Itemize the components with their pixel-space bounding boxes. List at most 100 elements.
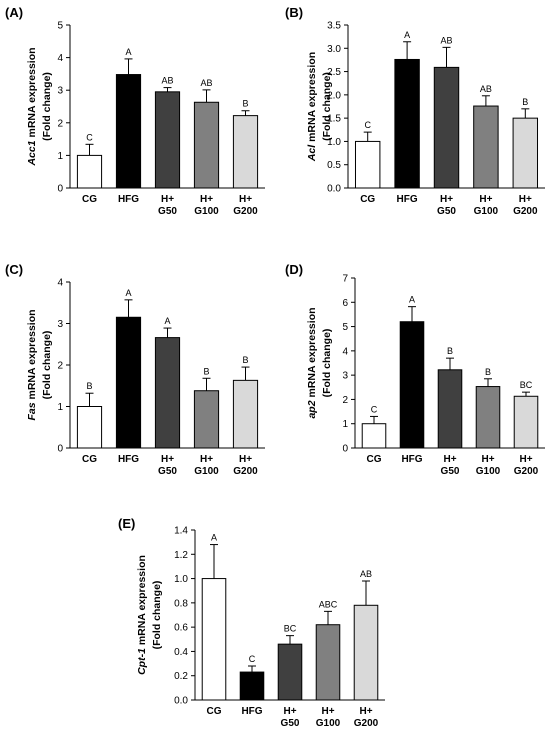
x-category-label: G50	[441, 466, 460, 477]
bar	[394, 58, 420, 189]
bar	[193, 390, 220, 449]
x-category-label: G100	[194, 466, 219, 477]
bar	[353, 604, 379, 701]
bar	[76, 406, 103, 449]
significance-letter: AB	[480, 84, 492, 94]
x-category-label: H+	[519, 454, 532, 465]
y-tick-label: 0	[57, 184, 63, 195]
panel-label: (D)	[285, 262, 303, 277]
y-tick-label: 3	[57, 319, 63, 330]
y-tick-label: 4	[57, 278, 63, 289]
y-axis-label-text: mRNA expression	[26, 47, 38, 140]
x-category-label: G100	[476, 466, 501, 477]
significance-letter: BC	[284, 624, 297, 634]
chart-panel-a: (A) Acc1 mRNA expression (Fold change) 0 1 2 3…	[5, 5, 265, 217]
y-tick-label: 3.0	[327, 44, 341, 55]
y-tick-label: 7	[342, 274, 348, 285]
x-category-label: CG	[82, 194, 97, 205]
y-axis-label-text: mRNA expression	[26, 309, 38, 402]
y-axis-label-gene: Acl	[306, 144, 318, 162]
y-axis-label: Fas mRNA expression	[26, 309, 38, 420]
x-category-label: HFG	[397, 194, 418, 205]
x-category-label: H+	[239, 194, 252, 205]
bar	[115, 316, 142, 449]
y-tick-label: 1.0	[174, 574, 188, 585]
x-category-label: CG	[367, 454, 382, 465]
significance-letter: AB	[440, 35, 452, 45]
y-tick-label: 3	[57, 86, 63, 97]
y-tick-label: 3.5	[327, 21, 341, 32]
x-category-label: G100	[474, 206, 499, 217]
y-tick-label: 4	[57, 53, 63, 64]
y-axis-label: ap2 mRNA expression	[306, 307, 318, 418]
significance-letter: A	[211, 533, 217, 543]
bar	[475, 386, 501, 449]
x-category-label: G100	[194, 206, 219, 217]
y-axis-label-line2: (Fold change)	[41, 331, 53, 400]
significance-letter: B	[485, 367, 491, 377]
y-tick-label: 3	[342, 371, 348, 382]
significance-letter: A	[125, 288, 131, 298]
x-category-label: G50	[437, 206, 456, 217]
chart-panel-e: (E) Cpt-1 mRNA expression (Fold change) 0.0…	[118, 516, 385, 729]
y-axis-label: Acc1 mRNA expression	[26, 47, 38, 166]
x-category-label: G50	[158, 466, 177, 477]
bar	[201, 578, 227, 701]
y-tick-label: 2	[57, 361, 63, 372]
significance-letter: AB	[360, 569, 372, 579]
y-axis-label-line2: (Fold change)	[41, 72, 53, 141]
significance-letter: B	[242, 99, 248, 109]
y-tick-label: 1.2	[174, 550, 188, 561]
y-axis-label: Cpt-1 mRNA expression	[136, 555, 148, 675]
y-tick-label: 2	[342, 395, 348, 406]
y-axis-label-line2: (Fold change)	[151, 581, 163, 650]
panel-label: (B)	[285, 5, 303, 20]
significance-letter: B	[203, 366, 209, 376]
significance-letter: A	[125, 47, 131, 57]
significance-letter: ABC	[319, 599, 338, 609]
x-category-label: H+	[283, 706, 296, 717]
y-axis-label-gene: ap2	[306, 400, 318, 418]
x-category-label: H+	[479, 194, 492, 205]
significance-letter: A	[404, 30, 410, 40]
bar	[76, 154, 103, 189]
x-category-label: G200	[233, 206, 258, 217]
y-tick-label: 0.2	[174, 671, 188, 682]
x-category-label: H+	[519, 194, 532, 205]
bar	[361, 423, 387, 449]
y-axis-label-text: mRNA expression	[306, 307, 318, 400]
bar	[154, 91, 181, 189]
significance-letter: B	[86, 381, 92, 391]
y-axis-label-text: mRNA expression	[136, 555, 148, 648]
x-category-label: HFG	[118, 454, 139, 465]
significance-letter: C	[371, 404, 378, 414]
x-category-label: CG	[207, 706, 222, 717]
chart-panel-b: (B) Acl mRNA expression (Fold change) 0.0 0.…	[285, 5, 545, 217]
bar	[115, 74, 142, 189]
bar	[239, 671, 265, 701]
significance-letter: A	[409, 295, 415, 305]
x-category-label: H+	[440, 194, 453, 205]
bar	[437, 369, 463, 449]
x-category-label: G100	[316, 718, 341, 729]
significance-letter: C	[249, 654, 256, 664]
y-axis-label-text: mRNA expression	[306, 52, 318, 145]
y-tick-label: 0.5	[327, 160, 341, 171]
significance-letter: AB	[161, 76, 173, 86]
x-category-label: CG	[360, 194, 375, 205]
y-axis-label-line2: (Fold change)	[321, 72, 333, 141]
significance-letter: A	[164, 316, 170, 326]
x-category-label: G50	[158, 206, 177, 217]
panel-label: (A)	[5, 5, 23, 20]
chart-panel-c: (C) Fas mRNA expression (Fold change) 0 1 2 3 4…	[5, 262, 265, 477]
y-tick-label: 4	[342, 346, 348, 357]
y-tick-label: 1.5	[327, 114, 341, 125]
bar	[315, 624, 341, 701]
y-axis-label: Acl mRNA expression	[306, 52, 318, 162]
y-tick-label: 0.0	[327, 184, 341, 195]
significance-letter: C	[364, 120, 371, 130]
bar	[512, 117, 539, 189]
x-category-label: G200	[513, 206, 538, 217]
y-axis-label-line2: (Fold change)	[321, 329, 333, 398]
bar	[473, 105, 499, 189]
